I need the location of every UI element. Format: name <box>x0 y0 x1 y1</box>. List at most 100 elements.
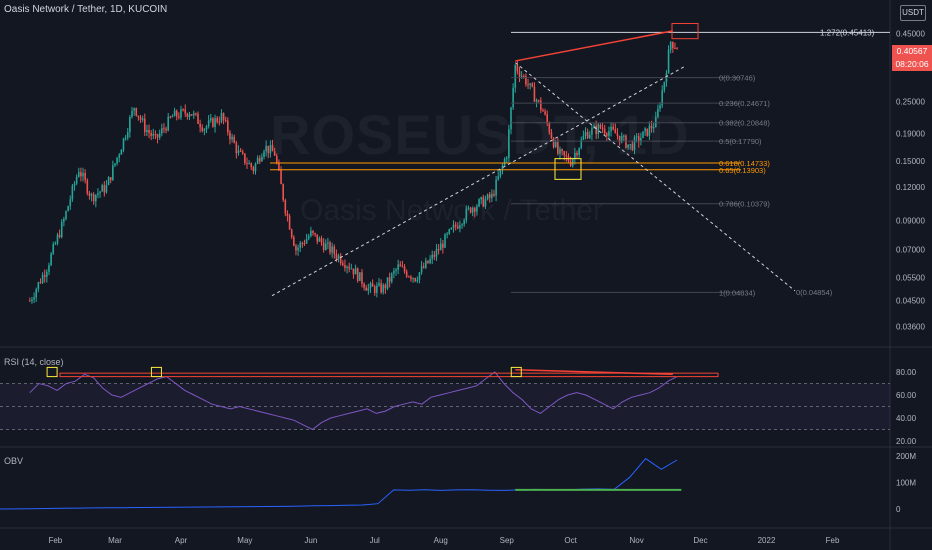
rsi-pane-label[interactable]: RSI (14, close) <box>4 357 64 367</box>
candle-body <box>380 283 382 293</box>
time-tick-label: Mar <box>108 536 122 545</box>
support-zone-box <box>554 158 582 180</box>
rsi-peak-box <box>46 366 58 378</box>
candle-body <box>512 87 514 108</box>
candle-body <box>459 225 461 229</box>
candle-body <box>384 285 387 289</box>
candle-body <box>237 150 240 154</box>
candle-body <box>165 128 167 131</box>
candle-body <box>597 124 600 134</box>
candle-body <box>92 194 95 202</box>
candle-body <box>661 90 663 106</box>
candle-body <box>86 180 89 194</box>
candle-body <box>65 211 67 220</box>
candle-body <box>463 220 465 225</box>
candle-body <box>80 172 82 177</box>
candle-body <box>282 184 284 201</box>
candle-body <box>203 129 206 131</box>
candle-body <box>610 126 612 132</box>
candle-body <box>101 185 104 192</box>
candle-body <box>82 172 84 177</box>
candle-body <box>493 193 495 196</box>
candle-body <box>137 115 140 118</box>
price-tick-label: 0.03600 <box>896 323 925 332</box>
candle-body <box>482 197 485 207</box>
candle-body <box>552 138 555 148</box>
candle-body <box>154 134 157 136</box>
fib-level-label: 0.65(0.13903) <box>719 166 766 175</box>
candle-body <box>307 236 310 239</box>
rsi-tick-label: 60.00 <box>896 391 917 400</box>
candle-body <box>663 82 666 91</box>
candle-body <box>39 282 42 284</box>
candle-body <box>337 255 340 259</box>
candle-body <box>425 260 427 268</box>
candle-body <box>88 193 91 196</box>
candle-body <box>197 113 199 124</box>
candle-body <box>650 125 653 129</box>
candle-body <box>550 132 553 139</box>
candle-body <box>452 224 455 228</box>
candle-body <box>56 234 59 244</box>
candle-body <box>167 116 170 131</box>
candle-body <box>71 185 74 200</box>
candle-body <box>410 276 412 279</box>
candle-body <box>327 242 329 244</box>
obv-line <box>0 457 678 510</box>
candle-body <box>546 114 549 123</box>
candle-body <box>199 123 201 128</box>
time-tick-label: Oct <box>564 536 577 545</box>
candle-body <box>431 254 434 259</box>
candle-body <box>640 138 642 142</box>
chart-title[interactable]: Oasis Network / Tether, 1D, KUCOIN <box>4 4 168 15</box>
price-tick-label: 0.45000 <box>896 29 925 38</box>
candle-body <box>318 238 321 242</box>
currency-button[interactable]: USDT <box>900 5 926 21</box>
candle-body <box>505 157 508 159</box>
candle-body <box>608 131 610 136</box>
candle-body <box>373 286 376 293</box>
candle-body <box>620 135 623 143</box>
candle-body <box>627 144 629 148</box>
obv-pane-label[interactable]: OBV <box>4 456 24 466</box>
candle-body <box>239 150 242 152</box>
candle-body <box>616 133 619 136</box>
candle-body <box>582 135 585 140</box>
candle-body <box>69 199 72 207</box>
candle-body <box>116 157 118 164</box>
candle-body <box>465 208 468 221</box>
candle-body <box>576 152 578 156</box>
rsi-tick-label: 40.00 <box>896 414 917 423</box>
candle-body <box>527 84 529 86</box>
candle-body <box>312 230 314 234</box>
candle-body <box>420 266 423 273</box>
candle-body <box>599 124 602 129</box>
candle-body <box>184 109 187 114</box>
candle-body <box>403 266 406 272</box>
trendline-dashed <box>271 65 686 297</box>
candle-body <box>601 128 604 130</box>
candle-body <box>356 268 359 282</box>
candle-body <box>478 199 480 207</box>
candle-body <box>378 283 380 286</box>
candle-body <box>669 41 672 50</box>
candle-body <box>437 249 440 251</box>
candle-body <box>43 274 46 277</box>
candle-body <box>333 246 336 255</box>
rsi-resistance-band <box>59 372 719 378</box>
candle-body <box>124 137 127 139</box>
candle-body <box>393 271 395 274</box>
fib-level-label: 0(0.04854) <box>796 288 833 297</box>
candle-body <box>586 132 589 139</box>
candle-body <box>659 105 661 109</box>
candle-body <box>446 233 448 235</box>
candle-body <box>207 120 210 127</box>
candle-body <box>397 264 399 270</box>
candle-body <box>497 176 500 180</box>
candle-body <box>329 242 331 253</box>
obv-tick-label: 0 <box>896 505 901 514</box>
candle-body <box>263 151 265 157</box>
candle-body <box>629 144 632 146</box>
candle-body <box>152 134 155 136</box>
